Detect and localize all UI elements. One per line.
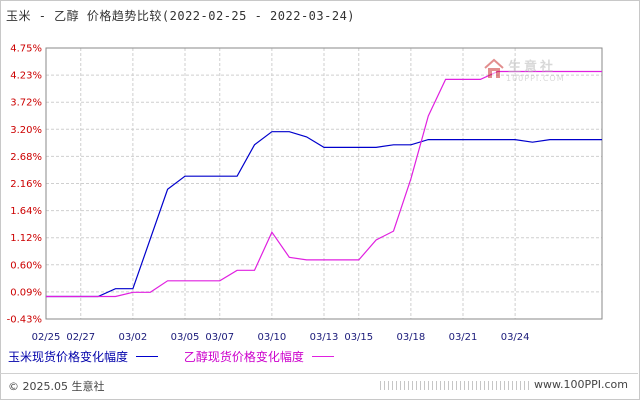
legend-swatch-ethanol <box>311 356 334 357</box>
x-tick-label: 03/05 <box>171 332 200 343</box>
y-tick-label: 0.60% <box>10 260 42 271</box>
grid-layer <box>46 48 602 319</box>
label-layer: 4.75% 4.23% 3.72% 3.20% 2.68% 2.16% 1.64% 1.12%… <box>7 44 530 344</box>
y-tick-label: 4.23% <box>10 71 42 82</box>
series-line-corn <box>46 131 602 298</box>
y-tick-label: -0.43% <box>7 315 42 326</box>
y-tick-label: 1.12% <box>10 233 42 244</box>
legend-item-ethanol: 乙醇现货价格变化幅度 <box>184 348 334 365</box>
house-logo-icon <box>484 58 504 78</box>
x-tick-label: 02/25 <box>32 332 61 343</box>
y-tick-label: 3.72% <box>10 98 42 109</box>
x-tick-label: 03/02 <box>118 332 147 343</box>
y-tick-label: 1.64% <box>10 206 42 217</box>
x-tick-label: 03/24 <box>501 332 530 343</box>
plot-border <box>45 47 603 320</box>
watermark-logo: 生意社 100PPI.COM <box>484 56 594 88</box>
footer-url[interactable]: www.100PPI.com <box>534 378 628 391</box>
x-tick-label: 03/18 <box>396 332 425 343</box>
x-tick-label: 03/10 <box>257 332 286 343</box>
footer-decoration <box>380 381 530 390</box>
footer-copyright: © 2025.05 生意社 <box>8 380 105 393</box>
x-tick-label: 03/15 <box>344 332 373 343</box>
chart-legend: 玉米现货价格变化幅度 乙醇现货价格变化幅度 <box>8 348 356 365</box>
y-tick-label: 4.75% <box>10 44 42 55</box>
x-tick-label: 03/13 <box>310 332 339 343</box>
legend-swatch-corn <box>136 356 159 357</box>
y-tick-label: 3.20% <box>10 125 42 136</box>
legend-label-ethanol: 乙醇现货价格变化幅度 <box>183 350 304 364</box>
legend-item-corn: 玉米现货价格变化幅度 <box>8 348 159 365</box>
chart-title: 玉米 - 乙醇 价格趋势比较(2022-02-25 - 2022-03-24) <box>6 9 356 23</box>
watermark-name: 生意社 <box>508 60 557 75</box>
x-tick-label: 03/07 <box>205 332 234 343</box>
axis-layer <box>45 47 603 320</box>
legend-label-corn: 玉米现货价格变化幅度 <box>8 350 129 364</box>
x-tick-label: 02/27 <box>66 332 95 343</box>
y-tick-label: 2.68% <box>10 152 42 163</box>
x-tick-label: 03/21 <box>449 332 478 343</box>
watermark-url: 100PPI.COM <box>506 74 565 83</box>
y-tick-label: 0.09% <box>10 287 42 298</box>
footer-divider <box>0 373 638 374</box>
y-tick-label: 2.16% <box>10 179 42 190</box>
